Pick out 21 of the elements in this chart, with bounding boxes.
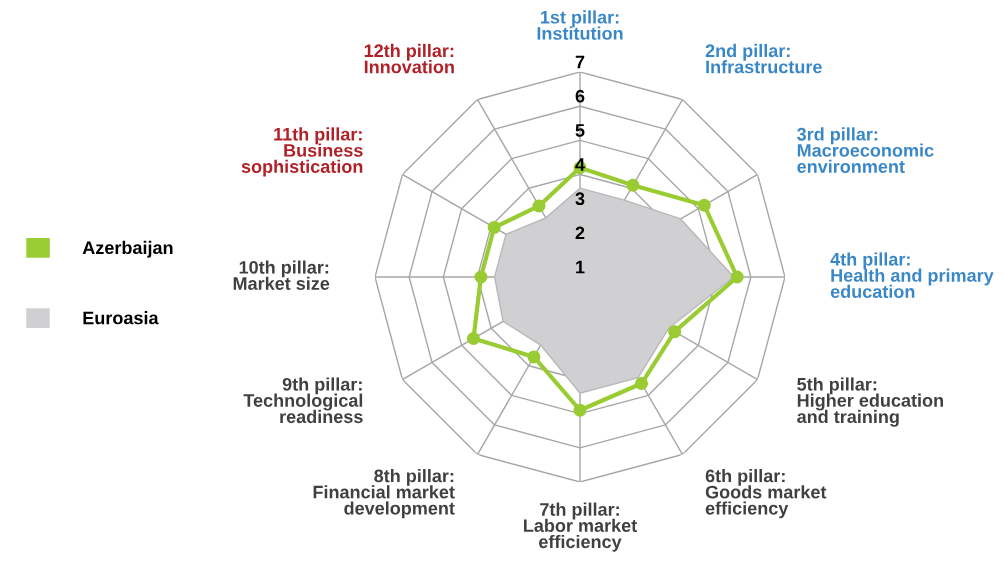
legend-label: Azerbaijan (82, 240, 173, 258)
y-tick-label: 3 (575, 192, 585, 206)
y-tick-label: 4 (575, 158, 585, 171)
spoke-label: 7th pillar: Labor market efficiency (524, 502, 637, 552)
legend-label: Euroasia (83, 311, 159, 325)
spoke-label: 6th pillar: Goods market efficiency (705, 469, 827, 519)
spoke-label: 3rd pillar: Macroeconomic environment (797, 127, 934, 173)
spoke-label: 2nd pillar: Infrastructure (705, 43, 822, 74)
spoke-label: 1st pillar: Institution (537, 10, 623, 40)
y-tick-label: 7 (575, 55, 585, 69)
y-tick-label: 1 (576, 260, 585, 274)
spoke-label: 11th pillar: Business sophistication (241, 127, 363, 177)
spoke-label: 9th pillar: Technological readiness (243, 377, 363, 424)
y-tick-label: 6 (575, 89, 585, 103)
y-tick-label: 5 (575, 124, 585, 137)
spoke-label: 4th pillar: Health and primary education (830, 252, 994, 299)
y-tick-label: 2 (575, 226, 585, 240)
spoke-label: 8th pillar: Financial market development (313, 469, 455, 519)
spoke-label: 5th pillar: Higher education and training (797, 377, 943, 427)
spoke-label: 12th pillar: Innovation (364, 43, 454, 74)
spoke-label: 10th pillar: Market size (233, 260, 330, 290)
